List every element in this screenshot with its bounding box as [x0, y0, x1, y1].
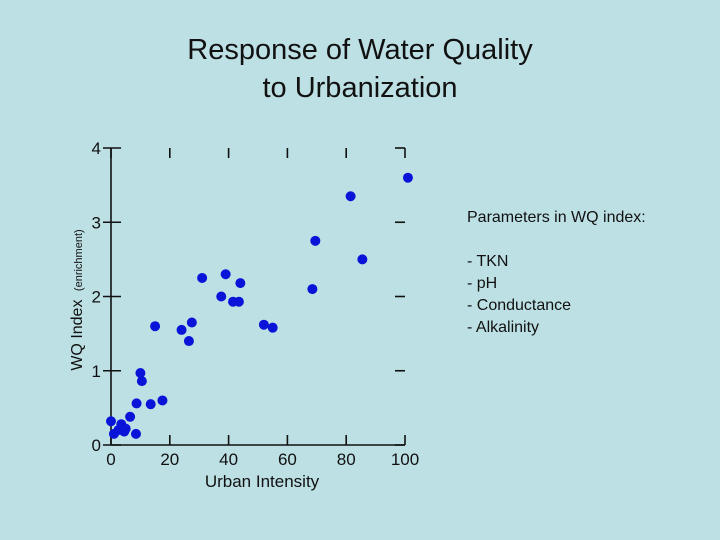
data-point-17 — [197, 272, 208, 283]
data-point-18 — [216, 291, 227, 302]
data-point-23 — [258, 319, 269, 330]
data-point-11 — [145, 399, 156, 410]
data-point-7 — [130, 428, 141, 439]
y-axis-label: WQ Index (enrichment) — [69, 229, 86, 370]
data-point-6 — [125, 411, 136, 422]
data-point-16 — [186, 317, 197, 328]
y-tick-label-0: 0 — [92, 436, 101, 455]
y-tick-label-2: 2 — [92, 288, 101, 307]
y-axis-label-sub: (enrichment) — [73, 229, 85, 291]
data-point-21 — [233, 296, 244, 307]
x-tick-label-100: 100 — [391, 450, 419, 469]
x-tick-label-40: 40 — [219, 450, 238, 469]
data-point-26 — [310, 235, 321, 246]
data-point-15 — [183, 336, 194, 347]
x-axis-label: Urban Intensity — [205, 472, 320, 491]
data-point-22 — [235, 278, 246, 289]
plot-axes — [110, 148, 405, 446]
annotation-item-ph: - pH — [467, 275, 498, 292]
data-point-28 — [357, 254, 368, 265]
data-point-9 — [135, 367, 146, 378]
data-point-24 — [267, 322, 278, 333]
data-point-19 — [220, 269, 231, 280]
data-point-27 — [345, 191, 356, 202]
x-tick-label-0: 0 — [106, 450, 115, 469]
data-point-29 — [402, 172, 413, 183]
chart-title-line-1: Response of Water Quality — [187, 34, 533, 66]
annotation-item-alkalinity: - Alkalinity — [467, 319, 540, 336]
data-point-25 — [307, 284, 318, 295]
chart-title-line-2: to Urbanization — [262, 72, 458, 104]
x-tick-label-20: 20 — [160, 450, 179, 469]
y-axis-label-main: WQ Index — [69, 300, 86, 371]
y-tick-label-4: 4 — [92, 139, 101, 158]
data-point-13 — [157, 395, 168, 406]
data-points — [106, 172, 413, 439]
annotation-item-tkn: - TKN — [467, 253, 509, 270]
x-tick-label-60: 60 — [278, 450, 297, 469]
data-point-10 — [136, 376, 147, 387]
data-point-0 — [106, 416, 116, 427]
x-tick-label-80: 80 — [337, 450, 356, 469]
data-point-14 — [176, 324, 187, 335]
y-tick-label-3: 3 — [92, 213, 101, 232]
data-point-5 — [120, 423, 131, 434]
annotation-heading: Parameters in WQ index: — [467, 209, 646, 226]
data-point-12 — [150, 321, 161, 332]
y-tick-label-1: 1 — [92, 362, 101, 381]
annotation-item-conductance: - Conductance — [467, 297, 572, 314]
data-point-8 — [131, 398, 142, 409]
